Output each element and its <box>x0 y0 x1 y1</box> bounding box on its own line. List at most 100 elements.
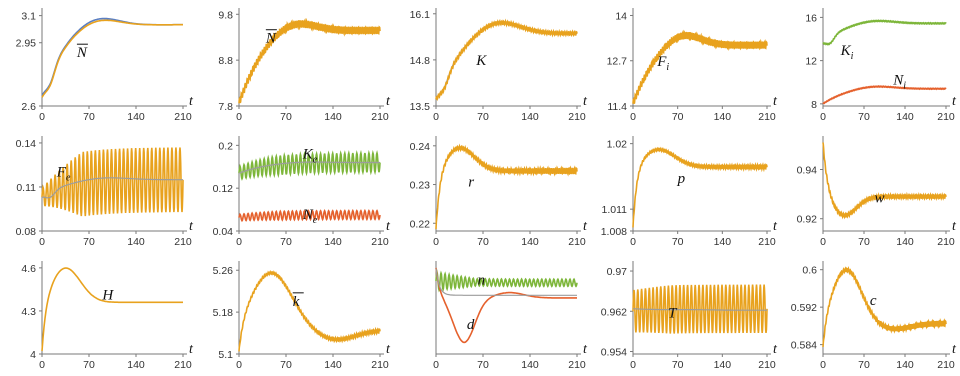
series-label: Ki <box>840 43 854 62</box>
x-tick-label: 140 <box>324 236 342 248</box>
x-axis-label: t <box>952 219 957 234</box>
series-line-red <box>238 208 381 223</box>
series-line-orange <box>41 19 183 98</box>
x-axis-label: t <box>189 342 194 357</box>
series-label: n <box>478 273 486 289</box>
y-tick-label: 16 <box>805 12 817 24</box>
series-line-orange <box>41 267 183 352</box>
x-tick-label: 140 <box>714 111 732 123</box>
y-tick-label: 16.1 <box>410 9 431 21</box>
y-tick-label: 0.08 <box>16 226 37 238</box>
x-tick-label: 0 <box>39 111 45 123</box>
series-line-orange <box>822 266 947 348</box>
panel-15: 0 70 140 210 t 0.584 0.592 0.6 c <box>791 261 957 371</box>
y-tick-label: 2.95 <box>16 38 37 50</box>
series-label: p <box>677 171 686 187</box>
x-tick-label: 70 <box>280 111 292 123</box>
y-tick-label: 14.8 <box>410 55 431 67</box>
x-tick-label: 140 <box>896 111 914 123</box>
x-tick-label: 140 <box>521 111 539 123</box>
panel-9: 0 70 140 210 t 1.008 1.011 1.02 p <box>601 136 778 248</box>
panel-5: 0 70 140 210 t 8 12 16 Ki Ni <box>805 8 957 123</box>
x-tick-label: 140 <box>714 236 732 248</box>
y-tick-label: 5.18 <box>213 307 234 319</box>
x-tick-label: 70 <box>477 111 489 123</box>
x-tick-label: 0 <box>236 111 242 123</box>
y-tick-label: 0.12 <box>213 183 234 195</box>
x-tick-label: 210 <box>937 236 955 248</box>
x-tick-label: 0 <box>630 359 636 371</box>
x-tick-label: 70 <box>858 359 870 371</box>
series-label: H <box>101 287 114 303</box>
y-tick-label: 0.24 <box>410 141 431 153</box>
x-tick-label: 140 <box>896 236 914 248</box>
x-tick-label: 0 <box>236 236 242 248</box>
x-tick-label: 140 <box>127 111 145 123</box>
x-tick-label: 210 <box>174 111 192 123</box>
x-axis-label: t <box>773 94 778 109</box>
y-tick-label: 5.1 <box>218 349 233 361</box>
series-label: T <box>668 305 678 321</box>
series-line-orange <box>632 29 768 104</box>
x-tick-label: 0 <box>820 111 826 123</box>
series-line-red <box>822 84 947 105</box>
series-label: Ne <box>302 207 318 226</box>
x-tick-label: 70 <box>477 236 489 248</box>
series-label: Ni <box>892 72 906 91</box>
series-line-green <box>435 269 578 293</box>
x-tick-label: 70 <box>280 359 292 371</box>
x-tick-label: 70 <box>672 111 684 123</box>
series-line-green <box>822 19 947 46</box>
series-label: K <box>475 53 487 69</box>
x-tick-label: 210 <box>568 236 586 248</box>
x-tick-label: 0 <box>820 359 826 371</box>
y-tick-label: 7.8 <box>218 101 233 113</box>
y-tick-label: 0.23 <box>410 180 431 192</box>
x-tick-label: 140 <box>521 359 539 371</box>
x-tick-label: 0 <box>433 236 439 248</box>
x-tick-label: 0 <box>433 359 439 371</box>
series-line-orange <box>435 18 578 102</box>
y-tick-label: 14 <box>615 10 627 22</box>
series-label: Fi <box>656 54 669 73</box>
x-tick-label: 140 <box>324 111 342 123</box>
x-tick-label: 140 <box>127 359 145 371</box>
panel-3: 0 70 140 210 t 13.5 14.8 16.1 K <box>410 8 588 123</box>
x-tick-label: 0 <box>39 359 45 371</box>
x-tick-label: 70 <box>858 111 870 123</box>
y-tick-label: 1.02 <box>607 139 628 151</box>
x-tick-label: 210 <box>937 359 955 371</box>
panel-13: 0 70 140 210 t n d <box>433 261 588 371</box>
x-tick-label: 140 <box>521 236 539 248</box>
y-tick-label: 12.7 <box>607 56 628 68</box>
y-tick-label: 0.14 <box>16 138 37 150</box>
x-tick-label: 210 <box>371 111 389 123</box>
panel-12: 0 70 140 210 t 5.1 5.18 5.26 k <box>213 261 391 371</box>
series-label: c <box>870 293 877 309</box>
y-tick-label: 13.5 <box>410 101 431 113</box>
y-tick-label: 0.962 <box>601 306 627 318</box>
x-tick-label: 0 <box>820 236 826 248</box>
y-tick-label: 4.3 <box>21 306 36 318</box>
series-line-orange <box>238 269 381 352</box>
panel-11: 0 70 140 210 t 4 4.3 4.6 H <box>21 261 194 371</box>
series-label: r <box>468 174 474 190</box>
x-tick-label: 70 <box>477 359 489 371</box>
y-tick-label: 2.6 <box>21 101 36 113</box>
x-tick-label: 70 <box>83 236 95 248</box>
series-line-orange <box>632 284 768 334</box>
y-tick-label: 1.008 <box>601 226 627 238</box>
y-tick-label: 0.11 <box>16 182 36 194</box>
x-tick-label: 70 <box>858 236 870 248</box>
x-tick-label: 0 <box>433 111 439 123</box>
x-axis-label: t <box>583 219 588 234</box>
x-tick-label: 210 <box>937 111 955 123</box>
x-tick-label: 210 <box>371 359 389 371</box>
series-line-orange <box>632 146 768 228</box>
series-line-gray <box>632 308 767 311</box>
y-tick-label: 0.92 <box>797 214 818 226</box>
series-label: N <box>76 45 88 61</box>
panel-8: 0 70 140 210 t 0.22 0.23 0.24 r <box>410 136 588 248</box>
